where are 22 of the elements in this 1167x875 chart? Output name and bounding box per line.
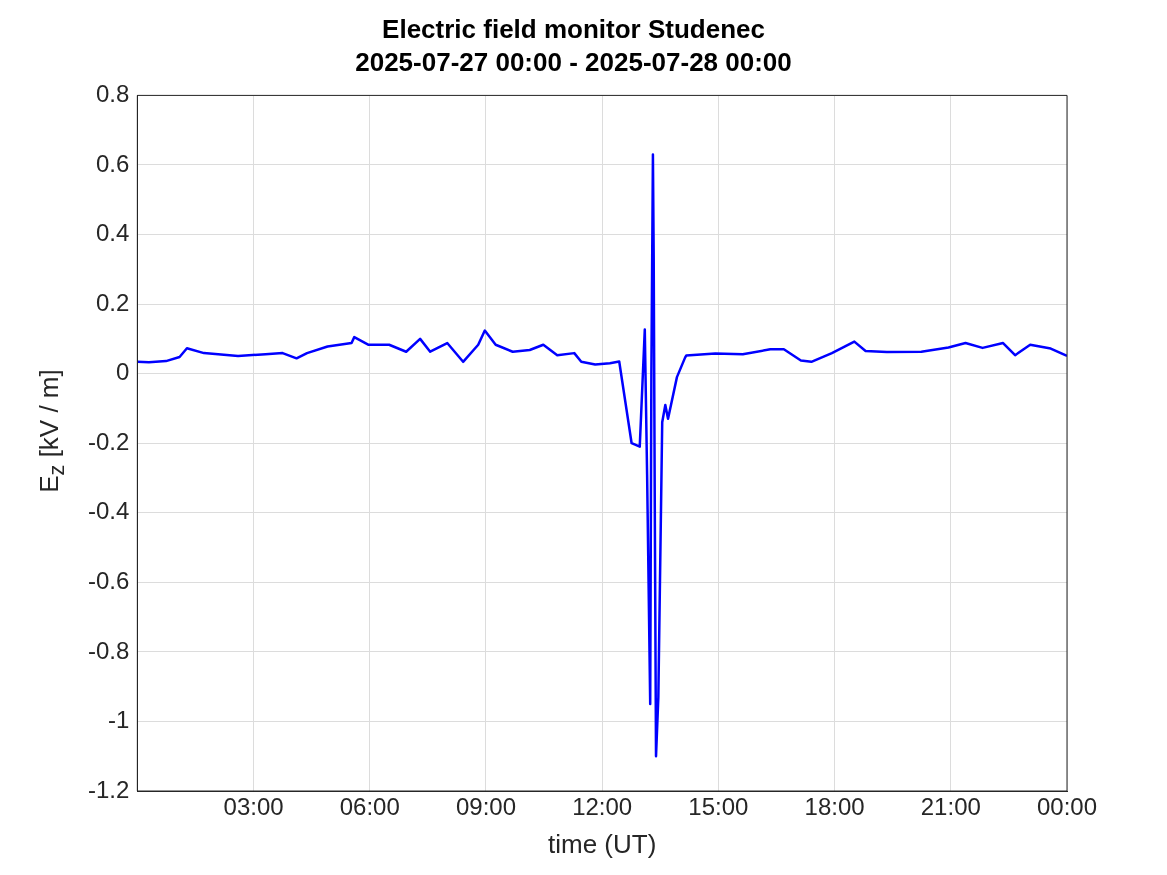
x-tick-label: 06:00 bbox=[339, 793, 400, 821]
x-tick-label: 00:00 bbox=[1036, 793, 1098, 821]
y-tick-label: 0 bbox=[116, 358, 130, 386]
x-tick-label: 12:00 bbox=[572, 793, 633, 821]
x-tick-label: 15:00 bbox=[688, 793, 749, 821]
x-axis-title: time (UT) bbox=[548, 828, 657, 859]
y-tick-label: 0.8 bbox=[95, 80, 130, 108]
y-tick-label: 0.6 bbox=[95, 149, 130, 177]
y-tick-label: -0.2 bbox=[88, 427, 130, 455]
x-tick-label: 09:00 bbox=[455, 793, 516, 821]
y-tick-label: -0.8 bbox=[88, 636, 130, 664]
y-tick-label: 0.2 bbox=[95, 288, 130, 316]
y-tick-label: -1.2 bbox=[88, 775, 130, 803]
x-tick-label: 21:00 bbox=[920, 793, 981, 821]
x-tick-label: 18:00 bbox=[804, 793, 865, 821]
y-tick-label: -0.6 bbox=[88, 566, 130, 594]
x-tick-label: 03:00 bbox=[223, 793, 284, 821]
y-tick-label: 0.4 bbox=[95, 219, 130, 247]
chart-title: Electric field monitor Studenec bbox=[382, 13, 765, 44]
y-tick-label: -0.4 bbox=[88, 497, 130, 525]
y-tick-label: -1 bbox=[108, 706, 130, 734]
chart-subtitle: 2025-07-27 00:00 - 2025-07-28 00:00 bbox=[355, 46, 792, 77]
